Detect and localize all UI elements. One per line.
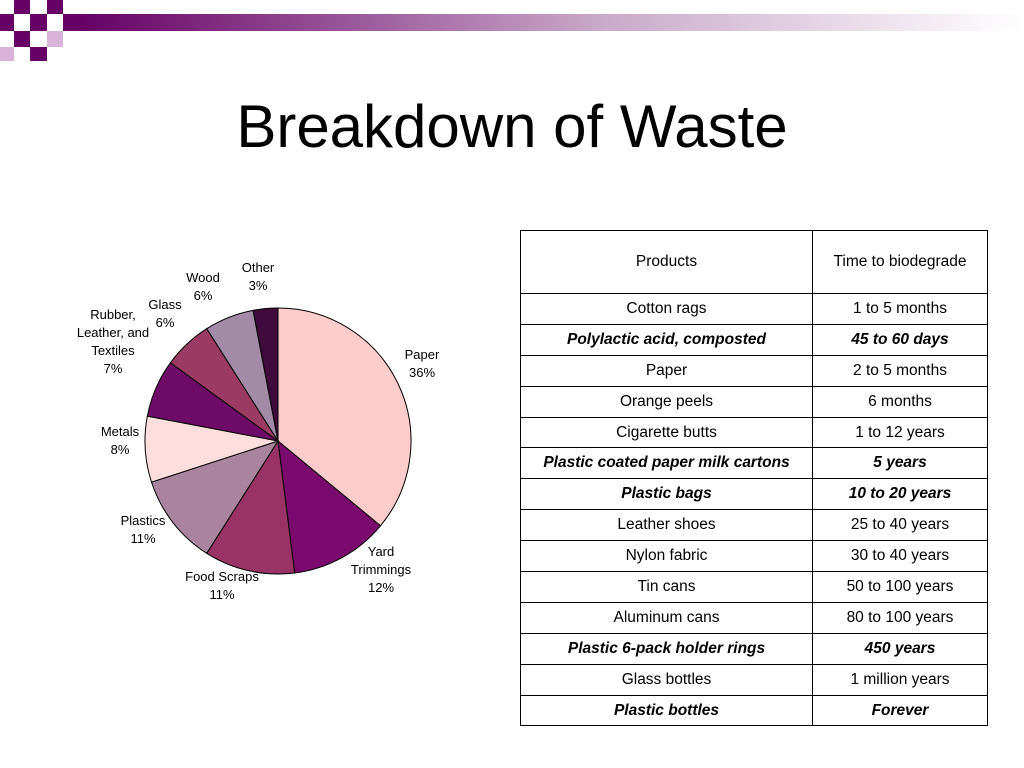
time-cell: Forever bbox=[812, 694, 988, 727]
header-square bbox=[0, 47, 14, 61]
product-cell: Cotton rags bbox=[520, 293, 813, 325]
table-row: Plastic coated paper milk cartons 5 years bbox=[520, 447, 988, 480]
pie-slice bbox=[277, 439, 382, 574]
time-cell: 2 to 5 months bbox=[812, 354, 988, 387]
slice-label-line: Trimmings bbox=[351, 562, 412, 577]
slice-label-line: 6% bbox=[194, 288, 213, 303]
slice-label: Paper 36% bbox=[405, 347, 440, 380]
time-cell: 450 years bbox=[812, 632, 988, 665]
pie-slice bbox=[277, 307, 412, 527]
header-square bbox=[0, 14, 14, 31]
slice-label-line: Leather, and bbox=[77, 325, 149, 340]
header-square bbox=[47, 0, 63, 14]
table-row: Aluminum cans 80 to 100 years bbox=[520, 601, 988, 634]
table-row: Plastic bottles Forever bbox=[520, 694, 988, 727]
slice-label-line: 36% bbox=[409, 365, 435, 380]
slice-label-line: 11% bbox=[209, 587, 234, 602]
table-row: Paper 2 to 5 months bbox=[520, 354, 988, 387]
header-square bbox=[30, 14, 47, 31]
slice-label-line: Other bbox=[242, 260, 275, 275]
table-row: Tin cans 50 to 100 years bbox=[520, 571, 988, 603]
product-cell: Tin cans bbox=[520, 571, 813, 603]
product-cell: Plastic 6-pack holder rings bbox=[520, 632, 813, 665]
time-cell: 45 to 60 days bbox=[812, 323, 988, 356]
slice-label-line: 3% bbox=[249, 278, 268, 293]
slice-label-line: 11% bbox=[130, 531, 155, 546]
slice-label: Wood 6% bbox=[186, 270, 220, 303]
slice-label-line: Wood bbox=[186, 270, 220, 285]
header-square bbox=[47, 31, 63, 47]
table-row: Plastic 6-pack holder rings 450 years bbox=[520, 632, 988, 665]
header-products: Products bbox=[520, 230, 813, 294]
product-cell: Leather shoes bbox=[520, 509, 813, 542]
time-cell: 10 to 20 years bbox=[812, 478, 988, 511]
slice-label-line: Glass bbox=[148, 297, 182, 312]
slice-label: Other 3% bbox=[242, 260, 275, 293]
table-row: Cigarette butts 1 to 12 years bbox=[520, 416, 988, 449]
page-title: Breakdown of Waste bbox=[236, 93, 788, 160]
slice-label: Yard Trimmings 12% bbox=[351, 544, 412, 595]
header-time: Time to biodegrade bbox=[812, 230, 988, 294]
table-header-row: Products Time to biodegrade bbox=[520, 230, 988, 294]
time-cell: 1 million years bbox=[812, 663, 988, 696]
time-cell: 1 to 5 months bbox=[812, 293, 988, 325]
slice-label: Food Scraps 11% bbox=[185, 569, 259, 602]
table-row: Plastic bags 10 to 20 years bbox=[520, 478, 988, 511]
slice-label-line: Food Scraps bbox=[185, 569, 259, 584]
table-row: Cotton rags 1 to 5 months bbox=[520, 293, 988, 325]
product-cell: Plastic bags bbox=[520, 478, 813, 511]
header-decoration bbox=[0, 0, 1024, 61]
time-cell: 25 to 40 years bbox=[812, 509, 988, 542]
header-gradient-bar bbox=[80, 14, 1024, 31]
pie-slice bbox=[252, 307, 279, 442]
header-square bbox=[14, 0, 30, 14]
slice-label-line: 8% bbox=[111, 442, 130, 457]
table-row: Glass bottles 1 million years bbox=[520, 663, 988, 696]
pie-slice bbox=[206, 439, 296, 575]
time-cell: 1 to 12 years bbox=[812, 416, 988, 449]
product-cell: Plastic coated paper milk cartons bbox=[520, 447, 813, 480]
product-cell: Plastic bottles bbox=[520, 694, 813, 727]
table-body: Cotton rags 1 to 5 months Polylactic acid,… bbox=[520, 293, 988, 727]
table-row: Nylon fabric 30 to 40 years bbox=[520, 540, 988, 573]
slice-label: Glass 6% bbox=[148, 297, 182, 330]
time-cell: 30 to 40 years bbox=[812, 540, 988, 573]
time-cell: 50 to 100 years bbox=[812, 571, 988, 603]
header-square bbox=[14, 31, 30, 47]
slice-label-line: Yard bbox=[368, 544, 395, 559]
product-cell: Cigarette butts bbox=[520, 416, 813, 449]
time-cell: 80 to 100 years bbox=[812, 601, 988, 634]
table-row: Leather shoes 25 to 40 years bbox=[520, 509, 988, 542]
header-square bbox=[63, 14, 80, 31]
header-square bbox=[30, 47, 47, 61]
product-cell: Paper bbox=[520, 354, 813, 387]
slice-label: Metals 8% bbox=[101, 424, 140, 457]
slice-label: Plastics 11% bbox=[121, 513, 166, 546]
table-row: Orange peels 6 months bbox=[520, 385, 988, 418]
slice-label: Rubber, Leather, and Textiles 7% bbox=[77, 307, 149, 376]
product-cell: Glass bottles bbox=[520, 663, 813, 696]
biodegrade-table: Products Time to biodegrade Cotton rags 1… bbox=[520, 230, 988, 727]
slice-label-line: Plastics bbox=[121, 513, 166, 528]
product-cell: Nylon fabric bbox=[520, 540, 813, 573]
table-row: Polylactic acid, composted 45 to 60 days bbox=[520, 323, 988, 356]
slice-label-line: Textiles bbox=[91, 343, 135, 358]
slice-label-line: 7% bbox=[104, 361, 123, 376]
slice-label-line: Paper bbox=[405, 347, 440, 362]
product-cell: Orange peels bbox=[520, 385, 813, 418]
pie-slice bbox=[150, 440, 280, 554]
waste-pie-chart: Paper 36%Yard Trimmings 12%Food Scraps 11%Pl… bbox=[77, 260, 440, 602]
slice-label-line: Rubber, bbox=[90, 307, 136, 322]
product-cell: Aluminum cans bbox=[520, 601, 813, 634]
product-cell: Polylactic acid, composted bbox=[520, 323, 813, 356]
slice-label-line: 6% bbox=[156, 315, 175, 330]
time-cell: 6 months bbox=[812, 385, 988, 418]
slice-label-line: Metals bbox=[101, 424, 140, 439]
slice-label-line: 12% bbox=[368, 580, 394, 595]
time-cell: 5 years bbox=[812, 447, 988, 480]
